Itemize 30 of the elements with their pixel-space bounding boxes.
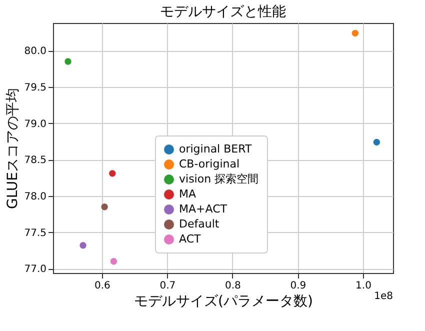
point <box>109 170 116 177</box>
x-tick-label: 0.8 <box>225 280 241 292</box>
legend-label: ACT <box>179 232 202 246</box>
legend-label: Default <box>179 218 220 230</box>
x-tick-label: 0.6 <box>94 280 110 292</box>
legend-label: CB-original <box>179 158 240 170</box>
x-axis-title: モデルサイズ(パラメータ数) <box>134 294 313 310</box>
point <box>64 58 72 65</box>
point <box>110 258 118 265</box>
y-tick-label: 78.0 <box>24 191 46 202</box>
legend-label: original BERT <box>179 142 252 156</box>
point <box>80 242 86 249</box>
x-tick-label: 0.7 <box>160 280 176 292</box>
chart-title: モデルサイズと性能 <box>160 4 286 20</box>
point <box>101 204 108 210</box>
x-tick-label: 0.9 <box>290 280 306 292</box>
text: 1e8 <box>374 291 393 302</box>
x-tick-label: 1.0 <box>356 280 372 292</box>
legend-label: MA <box>179 188 196 200</box>
y-tick-label: 79.5 <box>24 82 46 94</box>
y-tick-label: 80.0 <box>24 46 46 58</box>
legend-label: vision 探索空間 <box>179 172 259 186</box>
y-axis-title: GLUEスコアの平均 <box>5 88 22 210</box>
y-tick-label: 79.0 <box>24 118 46 130</box>
y-tick-label: 77.0 <box>24 264 46 276</box>
point <box>373 138 380 146</box>
y-tick-label: 78.5 <box>24 155 46 166</box>
y-tick-label: 77.5 <box>24 228 46 239</box>
legend-label: MA+ACT <box>179 202 228 216</box>
point <box>352 30 359 37</box>
